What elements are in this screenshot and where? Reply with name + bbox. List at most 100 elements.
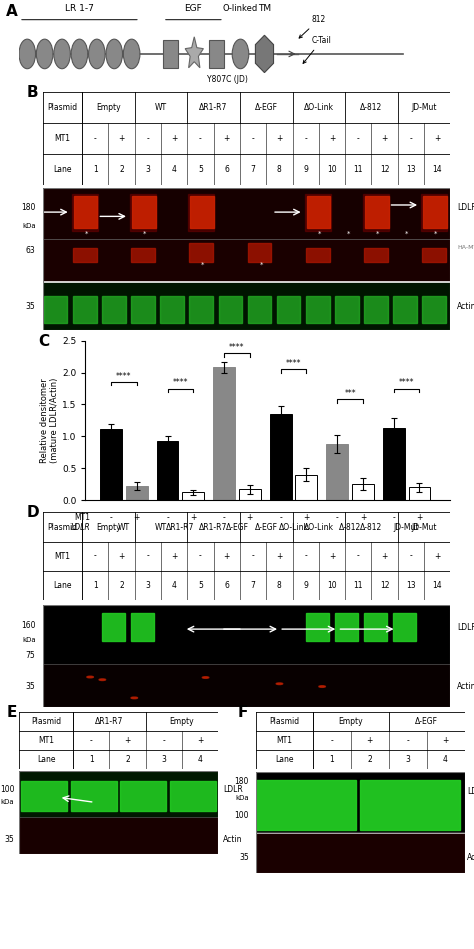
Text: *: * (201, 262, 204, 268)
Text: 4: 4 (172, 165, 177, 174)
Text: Δ-812: Δ-812 (360, 103, 383, 112)
Bar (306, 248, 329, 262)
Text: kDa: kDa (235, 795, 249, 801)
Bar (306, 296, 329, 323)
Text: 9: 9 (303, 165, 308, 174)
Circle shape (276, 683, 283, 684)
Text: *: * (346, 231, 350, 236)
Bar (19, 771, 218, 816)
Circle shape (202, 677, 209, 679)
Text: MT1: MT1 (74, 512, 91, 522)
Circle shape (123, 39, 140, 68)
Bar (383, 428, 405, 500)
Bar (239, 490, 261, 500)
Text: 1: 1 (329, 754, 334, 764)
Text: 13: 13 (406, 581, 416, 589)
Bar (364, 296, 388, 323)
Bar (365, 196, 389, 228)
Bar (248, 296, 271, 323)
Text: -: - (279, 512, 282, 522)
Bar (120, 781, 166, 810)
Bar (190, 296, 213, 323)
Y-axis label: Relative densitomer
(mature LDLR/Actin): Relative densitomer (mature LDLR/Actin) (40, 378, 59, 463)
Text: 3: 3 (405, 754, 410, 764)
Text: 7: 7 (251, 165, 255, 174)
Text: 13: 13 (406, 165, 416, 174)
Text: -: - (199, 134, 202, 143)
Circle shape (106, 39, 122, 68)
Text: +: + (246, 512, 253, 522)
Text: 35: 35 (26, 302, 36, 310)
Text: 7: 7 (251, 581, 255, 589)
Bar (126, 486, 147, 500)
Text: 9: 9 (303, 581, 308, 589)
Text: +: + (276, 134, 283, 143)
Bar (190, 196, 214, 228)
Bar (326, 444, 348, 500)
Bar (393, 296, 417, 323)
Bar (190, 244, 213, 262)
Text: -: - (357, 134, 360, 143)
Text: D: D (27, 506, 39, 520)
Text: ΔO-Link: ΔO-Link (304, 523, 334, 531)
Circle shape (99, 679, 106, 680)
Text: LDLR: LDLR (457, 623, 474, 632)
Text: TM: TM (258, 5, 271, 13)
Text: LDLR: LDLR (71, 523, 91, 532)
Bar (131, 613, 155, 642)
Bar (188, 194, 214, 231)
Text: 8: 8 (277, 165, 282, 174)
Text: LDLR: LDLR (457, 203, 474, 213)
Bar (21, 781, 67, 810)
Circle shape (87, 677, 93, 678)
Bar (43, 188, 450, 239)
Text: ***: *** (344, 389, 356, 398)
Text: +: + (224, 134, 230, 143)
Text: ΔR1-R7: ΔR1-R7 (95, 716, 124, 726)
Text: A: A (6, 4, 18, 19)
Text: 4: 4 (172, 581, 177, 589)
Bar (44, 296, 67, 323)
Bar (102, 613, 125, 642)
Text: ΔO-Link: ΔO-Link (304, 103, 334, 112)
Text: -: - (163, 735, 165, 745)
Text: +: + (190, 512, 196, 522)
Text: -: - (94, 551, 97, 561)
Text: ****: **** (173, 379, 188, 387)
Text: Δ-EGF: Δ-EGF (255, 103, 278, 112)
Text: B: B (27, 84, 38, 100)
Text: MT1: MT1 (38, 735, 54, 745)
Bar (393, 613, 417, 642)
Circle shape (54, 39, 70, 68)
Text: 35: 35 (26, 682, 36, 691)
Text: +: + (171, 134, 177, 143)
Text: 100: 100 (234, 810, 249, 820)
Bar (352, 484, 374, 500)
Text: +: + (197, 735, 203, 745)
Bar (295, 474, 317, 500)
Text: Actin: Actin (457, 682, 474, 691)
Text: *: * (259, 262, 263, 268)
Text: Empty: Empty (96, 523, 121, 531)
Text: -: - (410, 551, 412, 561)
Text: MT1: MT1 (55, 134, 70, 143)
Text: Δ-812: Δ-812 (339, 523, 361, 532)
Text: Actin: Actin (467, 853, 474, 863)
Bar (256, 834, 465, 873)
Text: 2: 2 (119, 581, 124, 589)
Text: Δ-EGF: Δ-EGF (226, 523, 248, 532)
Text: HA-MT1-MMP: HA-MT1-MMP (457, 245, 474, 251)
Text: +: + (442, 735, 449, 745)
Text: *: * (318, 231, 321, 236)
Text: +: + (329, 551, 335, 561)
Text: -: - (357, 551, 360, 561)
Circle shape (89, 39, 105, 68)
Text: -: - (336, 512, 338, 522)
Text: -: - (330, 735, 333, 745)
Text: -: - (146, 551, 149, 561)
Text: 75: 75 (26, 651, 36, 661)
Text: 160: 160 (21, 621, 36, 629)
Text: Empty: Empty (338, 716, 363, 726)
Circle shape (36, 39, 53, 68)
Text: C-Tail: C-Tail (303, 36, 331, 64)
